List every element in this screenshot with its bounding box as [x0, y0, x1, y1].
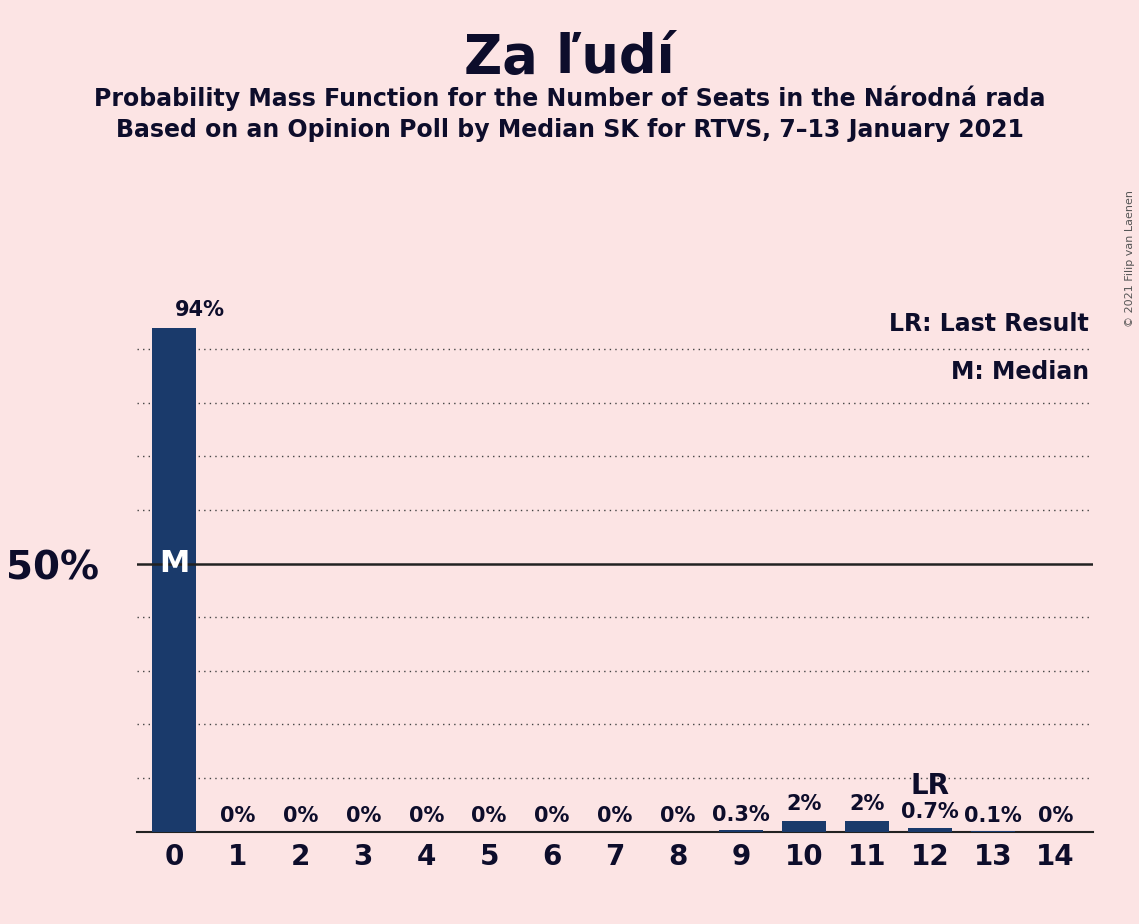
Text: 0%: 0%	[661, 807, 696, 826]
Text: 0%: 0%	[597, 807, 633, 826]
Text: 0%: 0%	[345, 807, 380, 826]
Text: Based on an Opinion Poll by Median SK for RTVS, 7–13 January 2021: Based on an Opinion Poll by Median SK fo…	[115, 118, 1024, 142]
Text: 0%: 0%	[534, 807, 570, 826]
Text: © 2021 Filip van Laenen: © 2021 Filip van Laenen	[1125, 190, 1134, 327]
Bar	[719, 830, 763, 832]
Bar	[781, 821, 826, 832]
Text: 94%: 94%	[174, 299, 224, 320]
Text: 2%: 2%	[786, 795, 821, 814]
Text: 0.3%: 0.3%	[712, 805, 770, 824]
Text: 0%: 0%	[472, 807, 507, 826]
Text: 0%: 0%	[282, 807, 318, 826]
Bar	[908, 828, 952, 832]
Text: 0%: 0%	[1038, 807, 1073, 826]
Text: 0%: 0%	[409, 807, 444, 826]
Text: 0%: 0%	[220, 807, 255, 826]
Text: M: Median: M: Median	[951, 360, 1089, 384]
Text: LR: Last Result: LR: Last Result	[888, 311, 1089, 335]
Text: LR: LR	[910, 772, 949, 800]
Text: M: M	[159, 549, 189, 578]
Text: 0.1%: 0.1%	[964, 806, 1022, 826]
Text: 50%: 50%	[6, 549, 99, 588]
Bar	[153, 328, 196, 832]
Text: 0.7%: 0.7%	[901, 802, 959, 822]
Text: 2%: 2%	[850, 795, 885, 814]
Text: Za ľudí: Za ľudí	[465, 32, 674, 84]
Bar	[845, 821, 888, 832]
Text: Probability Mass Function for the Number of Seats in the Národná rada: Probability Mass Function for the Number…	[93, 85, 1046, 111]
